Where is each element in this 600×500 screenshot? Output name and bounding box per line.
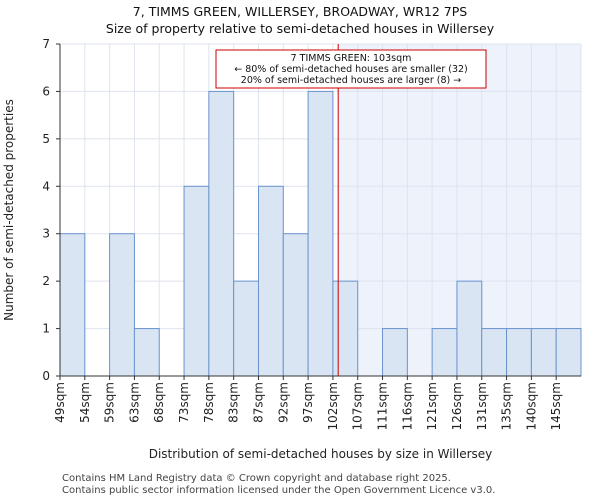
y-tick-label: 0 bbox=[42, 369, 50, 383]
x-tick-label-145sqm: 145sqm bbox=[549, 382, 563, 430]
bar-63sqm bbox=[133, 328, 160, 377]
chart-subtitle: Size of property relative to semi-detach… bbox=[105, 21, 495, 36]
x-tick-label-107sqm: 107sqm bbox=[351, 382, 365, 430]
bar-102sqm bbox=[332, 280, 359, 377]
bar-73sqm bbox=[183, 185, 210, 377]
bar-131sqm bbox=[481, 328, 508, 377]
y-tick-label: 4 bbox=[42, 179, 50, 193]
bar-145sqm bbox=[555, 328, 582, 377]
bar-97sqm bbox=[307, 90, 334, 377]
x-tick-label-87sqm: 87sqm bbox=[251, 382, 265, 423]
x-tick-label-97sqm: 97sqm bbox=[301, 382, 315, 423]
x-tick-label-102sqm: 102sqm bbox=[326, 382, 340, 430]
x-tick-label-111sqm: 111sqm bbox=[376, 382, 390, 430]
x-tick-label-78sqm: 78sqm bbox=[202, 382, 216, 423]
x-tick-label-131sqm: 131sqm bbox=[475, 382, 489, 430]
y-tick-label: 2 bbox=[42, 274, 50, 288]
bar-87sqm bbox=[257, 185, 284, 377]
y-tick-label: 7 bbox=[42, 37, 50, 51]
bar-121sqm bbox=[431, 328, 458, 377]
annotation-line-1: 7 TIMMS GREEN: 103sqm bbox=[291, 53, 412, 64]
annotation-box bbox=[215, 49, 487, 89]
y-tick-label: 6 bbox=[42, 84, 50, 98]
x-tick-label-54sqm: 54sqm bbox=[78, 382, 92, 423]
x-axis-title: Distribution of semi-detached houses by … bbox=[149, 447, 493, 461]
chart-title: 7, TIMMS GREEN, WILLERSEY, BROADWAY, WR1… bbox=[132, 4, 468, 19]
bar-78sqm bbox=[208, 90, 235, 377]
x-tick-label-63sqm: 63sqm bbox=[127, 382, 141, 423]
x-tick-label-59sqm: 59sqm bbox=[103, 382, 117, 423]
x-tick-label-116sqm: 116sqm bbox=[400, 382, 414, 430]
footer-licence: Contains public sector information licen… bbox=[62, 485, 496, 496]
bar-92sqm bbox=[282, 233, 309, 377]
x-tick-label-83sqm: 83sqm bbox=[227, 382, 241, 423]
x-tick-label-135sqm: 135sqm bbox=[500, 382, 514, 430]
bar-140sqm bbox=[530, 328, 557, 377]
y-tick-label: 1 bbox=[42, 322, 50, 336]
annotation-line-2: ← 80% of semi-detached houses are smalle… bbox=[234, 64, 468, 75]
bar-126sqm bbox=[456, 280, 483, 377]
x-tick-label-126sqm: 126sqm bbox=[450, 382, 464, 430]
x-tick-label-140sqm: 140sqm bbox=[524, 382, 538, 430]
x-tick-label-121sqm: 121sqm bbox=[425, 382, 439, 430]
bar-135sqm bbox=[506, 328, 532, 377]
x-tick-label-73sqm: 73sqm bbox=[177, 382, 191, 423]
y-axis-title: Number of semi-detached properties bbox=[2, 99, 16, 321]
x-tick-label-92sqm: 92sqm bbox=[276, 382, 290, 423]
annotation-line-3: 20% of semi-detached houses are larger (… bbox=[241, 75, 461, 86]
footer-copyright: Contains HM Land Registry data © Crown c… bbox=[62, 473, 451, 484]
bar-49sqm bbox=[59, 233, 86, 377]
x-tick-label-49sqm: 49sqm bbox=[53, 382, 67, 423]
bar-59sqm bbox=[109, 233, 135, 377]
bar-83sqm bbox=[233, 280, 259, 377]
bar-111sqm bbox=[382, 328, 408, 377]
x-tick-label-68sqm: 68sqm bbox=[152, 382, 166, 423]
y-tick-label: 3 bbox=[42, 227, 50, 241]
y-tick-label: 5 bbox=[42, 132, 50, 146]
